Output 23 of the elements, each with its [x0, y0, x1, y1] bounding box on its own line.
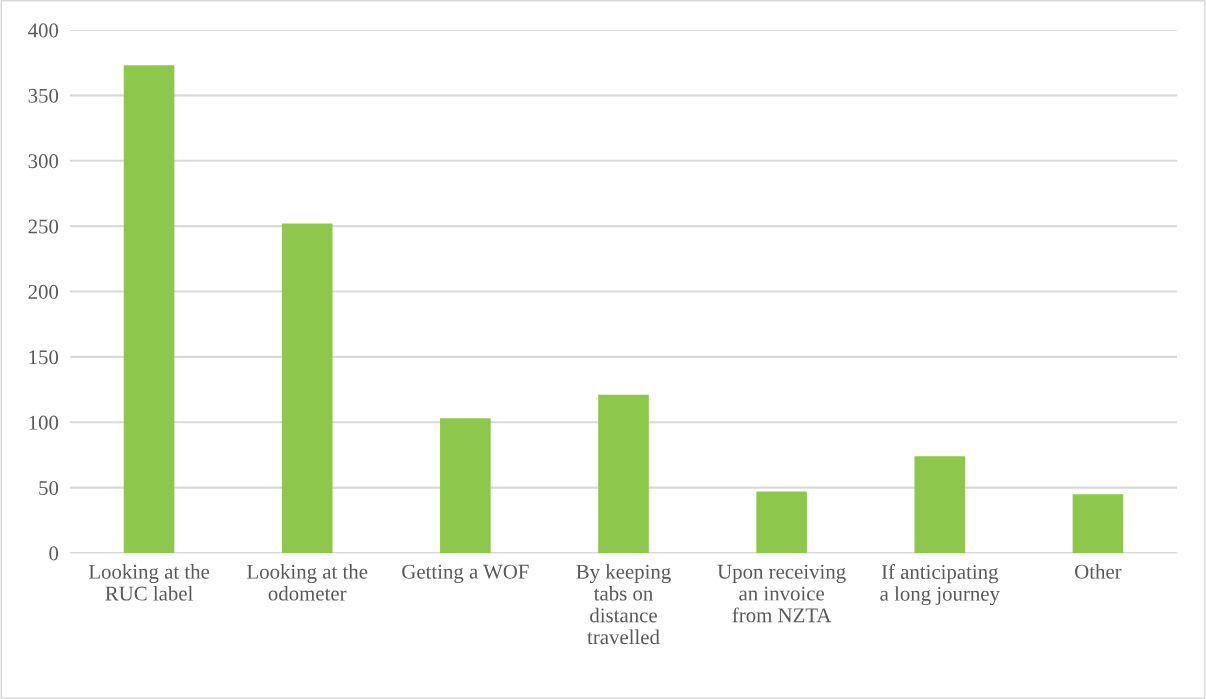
x-tick-label: Getting a WOF [402, 564, 529, 583]
bar [281, 223, 333, 553]
y-tick-label: 100 [29, 415, 59, 430]
bar [440, 418, 491, 553]
x-tick-label: If anticipating a long journey [880, 564, 1000, 606]
bar [914, 456, 966, 553]
y-tick-label: 0 [49, 546, 59, 561]
y-tick-label: 300 [28, 154, 59, 169]
y-tick-label: 250 [28, 219, 59, 234]
y-tick-label: 200 [28, 284, 59, 299]
x-tick-label: Looking at the odometer [247, 564, 368, 601]
y-tick-label: 400 [28, 23, 59, 38]
x-tick-label: Other [1075, 564, 1122, 579]
y-tick-label: 350 [28, 88, 59, 103]
bar [756, 491, 807, 553]
y-tick-label: 150 [29, 350, 59, 365]
x-tick-label: Looking at the RUC label [88, 564, 210, 601]
bar [1072, 494, 1124, 553]
bar [598, 394, 649, 553]
x-tick-label: Upon receiving an invoice from NZTA [717, 564, 846, 623]
bar [123, 65, 175, 553]
x-tick-label: By keeping tabs on distance travelled [576, 564, 671, 645]
y-tick-label: 50 [39, 481, 59, 496]
